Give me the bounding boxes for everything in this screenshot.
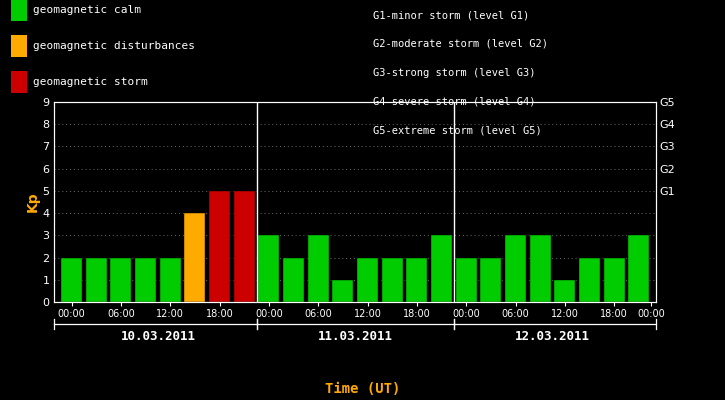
Bar — [160, 258, 181, 302]
Bar — [382, 258, 402, 302]
Bar — [61, 258, 82, 302]
Bar — [209, 191, 230, 302]
Bar — [308, 235, 328, 302]
Text: G1-minor storm (level G1): G1-minor storm (level G1) — [373, 10, 530, 20]
Bar — [233, 191, 254, 302]
Text: G2-moderate storm (level G2): G2-moderate storm (level G2) — [373, 39, 548, 49]
Text: G3-strong storm (level G3): G3-strong storm (level G3) — [373, 68, 536, 78]
Text: geomagnetic calm: geomagnetic calm — [33, 5, 141, 15]
Bar — [456, 258, 477, 302]
Bar — [407, 258, 427, 302]
Text: 11.03.2011: 11.03.2011 — [318, 330, 393, 343]
Bar — [86, 258, 107, 302]
Text: geomagnetic storm: geomagnetic storm — [33, 77, 147, 87]
Text: geomagnetic disturbances: geomagnetic disturbances — [33, 41, 194, 51]
Bar — [357, 258, 378, 302]
Text: G5-extreme storm (level G5): G5-extreme storm (level G5) — [373, 125, 542, 135]
Bar — [505, 235, 526, 302]
Text: G4-severe storm (level G4): G4-severe storm (level G4) — [373, 96, 536, 106]
Text: 10.03.2011: 10.03.2011 — [120, 330, 196, 343]
Bar — [604, 258, 625, 302]
Bar — [333, 280, 353, 302]
Text: 12.03.2011: 12.03.2011 — [515, 330, 590, 343]
Bar — [258, 235, 279, 302]
Bar — [110, 258, 131, 302]
Bar — [184, 213, 205, 302]
Bar — [135, 258, 156, 302]
Bar — [431, 235, 452, 302]
Bar — [555, 280, 576, 302]
Bar — [481, 258, 502, 302]
Text: Time (UT): Time (UT) — [325, 382, 400, 396]
Bar — [579, 258, 600, 302]
Bar — [530, 235, 551, 302]
Bar — [629, 235, 650, 302]
Y-axis label: Kp: Kp — [25, 192, 40, 212]
Bar — [283, 258, 304, 302]
